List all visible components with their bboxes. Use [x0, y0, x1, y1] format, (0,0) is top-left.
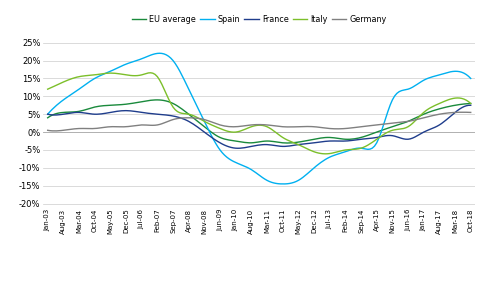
Germany — [45, 128, 50, 132]
Germany — [168, 118, 174, 122]
France — [260, 143, 265, 147]
Spain — [168, 56, 174, 60]
Italy — [45, 87, 50, 91]
EU average — [168, 101, 174, 104]
France — [235, 147, 241, 150]
Germany — [145, 123, 151, 127]
Italy — [175, 110, 180, 113]
Spain — [240, 163, 245, 167]
France — [45, 112, 50, 116]
France — [240, 146, 245, 150]
Germany — [468, 111, 474, 114]
Spain — [175, 65, 180, 69]
Spain — [45, 112, 50, 116]
Line: EU average: EU average — [48, 100, 471, 143]
Spain — [156, 52, 162, 55]
Line: Italy: Italy — [48, 73, 471, 154]
Italy — [168, 102, 174, 105]
EU average — [45, 116, 50, 120]
Italy — [90, 73, 96, 77]
France — [90, 112, 96, 116]
EU average — [90, 106, 96, 110]
Germany — [240, 124, 245, 128]
France — [144, 111, 149, 115]
Legend: EU average, Spain, France, Italy, Germany: EU average, Spain, France, Italy, German… — [128, 12, 390, 28]
EU average — [175, 104, 180, 108]
Spain — [468, 77, 474, 80]
Italy — [144, 72, 149, 75]
EU average — [260, 140, 265, 143]
Italy — [468, 102, 474, 105]
Germany — [260, 123, 265, 126]
Germany — [51, 129, 57, 133]
France — [172, 115, 178, 118]
France — [166, 114, 171, 117]
France — [468, 104, 474, 107]
Italy — [240, 128, 245, 132]
Italy — [323, 152, 328, 156]
EU average — [468, 102, 474, 105]
Germany — [175, 117, 180, 120]
Line: Germany: Germany — [48, 112, 471, 131]
Line: Spain: Spain — [48, 53, 471, 184]
Germany — [92, 127, 97, 130]
Spain — [90, 78, 96, 82]
Italy — [260, 124, 265, 127]
EU average — [144, 99, 149, 103]
Spain — [260, 176, 265, 179]
Germany — [459, 110, 465, 114]
Line: France: France — [48, 105, 471, 148]
EU average — [284, 141, 290, 145]
Spain — [144, 55, 149, 59]
Spain — [280, 182, 286, 186]
EU average — [240, 140, 245, 144]
EU average — [155, 98, 160, 102]
Italy — [148, 71, 154, 75]
